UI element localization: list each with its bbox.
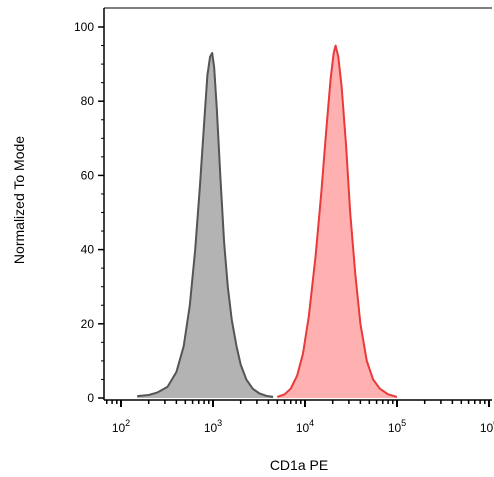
x-tick-label: 103 — [204, 418, 222, 435]
x-axis-ticks: 102 103 104 105 106 — [105, 400, 494, 435]
x-tick-label: 105 — [388, 418, 406, 435]
series-1-area — [137, 53, 274, 398]
plot-marks — [137, 44, 398, 398]
x-tick-label: 106 — [480, 418, 494, 435]
y-tick-label: 100 — [74, 20, 94, 34]
y-tick-label: 60 — [81, 168, 95, 182]
series-1-line — [137, 52, 274, 398]
x-tick-label: 102 — [112, 418, 130, 435]
y-axis-ticks: 0 20 40 60 80 100 — [74, 20, 104, 405]
x-axis-title: CD1a PE — [270, 457, 328, 473]
x-tick-label: 104 — [296, 418, 314, 435]
y-tick-label: 80 — [81, 94, 95, 108]
y-tick-label: 0 — [87, 391, 94, 405]
y-tick-label: 40 — [81, 243, 95, 257]
series-2-line — [276, 44, 398, 398]
series-2-area — [277, 45, 397, 398]
y-tick-label: 20 — [81, 317, 95, 331]
y-axis-title: Normalized To Mode — [11, 136, 27, 264]
